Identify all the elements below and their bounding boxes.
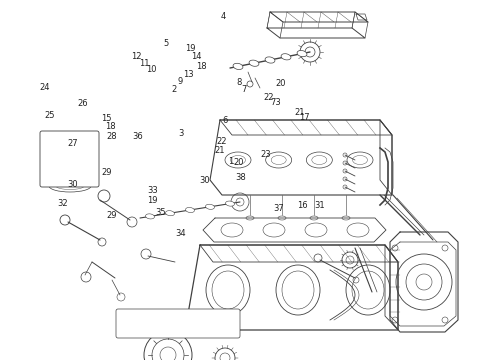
Text: 35: 35 — [155, 208, 166, 217]
Text: 18: 18 — [196, 62, 207, 71]
FancyBboxPatch shape — [40, 131, 99, 187]
Text: 34: 34 — [175, 229, 186, 238]
Text: 10: 10 — [146, 65, 156, 74]
Text: 4: 4 — [220, 12, 225, 21]
Text: 19: 19 — [147, 197, 157, 205]
Text: 6: 6 — [223, 116, 228, 125]
Text: 20: 20 — [234, 158, 245, 167]
Text: 7: 7 — [241, 85, 246, 94]
Text: 2: 2 — [172, 85, 176, 94]
Text: 32: 32 — [57, 199, 68, 208]
Text: 19: 19 — [185, 44, 196, 53]
Text: 17: 17 — [299, 112, 310, 122]
Text: 21: 21 — [294, 108, 305, 117]
Text: 33: 33 — [147, 186, 158, 195]
Ellipse shape — [166, 211, 174, 216]
Text: 23: 23 — [260, 150, 271, 158]
Text: 18: 18 — [105, 122, 116, 131]
Text: 29: 29 — [106, 211, 117, 220]
Text: 36: 36 — [132, 132, 143, 140]
Text: 11: 11 — [139, 58, 149, 68]
Text: 28: 28 — [106, 132, 117, 140]
Text: 15: 15 — [101, 113, 112, 122]
Text: 25: 25 — [45, 112, 55, 120]
Text: 73: 73 — [270, 98, 281, 107]
Text: 22: 22 — [216, 136, 227, 145]
Text: 30: 30 — [67, 180, 78, 189]
Ellipse shape — [205, 204, 215, 210]
Ellipse shape — [225, 201, 235, 206]
Text: 8: 8 — [237, 77, 242, 86]
FancyBboxPatch shape — [116, 309, 240, 338]
Text: 31: 31 — [314, 201, 325, 210]
Ellipse shape — [186, 207, 195, 212]
Text: 29: 29 — [101, 167, 112, 176]
Text: 38: 38 — [236, 173, 246, 181]
Text: 30: 30 — [199, 176, 210, 185]
Text: 13: 13 — [183, 71, 194, 79]
Text: 27: 27 — [67, 139, 78, 148]
Ellipse shape — [281, 54, 291, 60]
Text: 24: 24 — [40, 83, 50, 91]
Text: 3: 3 — [179, 129, 184, 138]
Text: 9: 9 — [178, 77, 183, 85]
Text: 5: 5 — [163, 39, 168, 48]
Text: 12: 12 — [131, 52, 142, 61]
Ellipse shape — [265, 57, 275, 63]
Ellipse shape — [249, 60, 259, 66]
Text: 20: 20 — [275, 79, 286, 88]
Text: 21: 21 — [214, 146, 225, 155]
Text: 26: 26 — [77, 99, 88, 108]
Ellipse shape — [297, 50, 307, 57]
Text: 16: 16 — [297, 201, 308, 210]
Text: 1: 1 — [228, 158, 233, 166]
Ellipse shape — [233, 63, 243, 69]
Text: 14: 14 — [191, 52, 201, 61]
Text: 37: 37 — [273, 203, 284, 212]
Text: 22: 22 — [263, 94, 274, 102]
Ellipse shape — [146, 214, 154, 219]
